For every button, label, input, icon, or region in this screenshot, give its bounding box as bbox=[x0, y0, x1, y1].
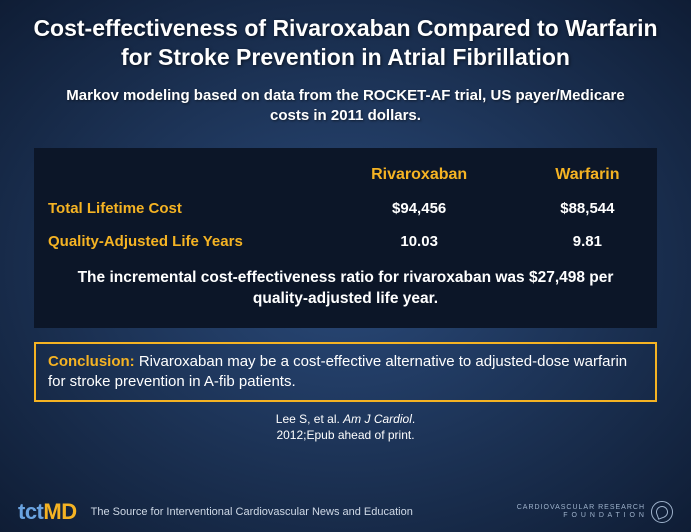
cell-value: $88,544 bbox=[518, 192, 657, 225]
conclusion-text: Rivaroxaban may be a cost-effective alte… bbox=[48, 353, 627, 390]
slide-subtitle: Markov modeling based on data from the R… bbox=[0, 80, 691, 141]
data-table-container: Rivaroxaban Warfarin Total Lifetime Cost… bbox=[34, 148, 657, 328]
cell-value: $94,456 bbox=[321, 192, 518, 225]
logo-md: MD bbox=[43, 499, 76, 524]
table-row: Total Lifetime Cost $94,456 $88,544 bbox=[34, 192, 657, 225]
crf-text: CARDIOVASCULAR RESEARCH F O U N D A T I … bbox=[517, 504, 645, 521]
footer: tctMD The Source for Interventional Card… bbox=[0, 492, 691, 532]
row-label: Quality-Adjusted Life Years bbox=[34, 225, 321, 258]
crf-line1: CARDIOVASCULAR RESEARCH bbox=[517, 504, 645, 512]
conclusion-label: Conclusion: bbox=[48, 353, 135, 370]
cell-value: 9.81 bbox=[518, 225, 657, 258]
logo-tct: tct bbox=[18, 499, 43, 524]
crf-line2: F O U N D A T I O N bbox=[517, 512, 645, 520]
cell-value: 10.03 bbox=[321, 225, 518, 258]
header-rivaroxaban: Rivaroxaban bbox=[321, 158, 518, 192]
header-blank bbox=[34, 158, 321, 192]
citation-journal: Am J Cardiol bbox=[343, 412, 412, 426]
slide-title: Cost-effectiveness of Rivaroxaban Compar… bbox=[0, 0, 691, 80]
conclusion-box: Conclusion: Rivaroxaban may be a cost-ef… bbox=[34, 342, 657, 403]
citation-year: 2012;Epub ahead of print. bbox=[276, 428, 414, 442]
citation-punct: . bbox=[412, 412, 415, 426]
citation-authors: Lee S, et al. bbox=[276, 412, 343, 426]
header-warfarin: Warfarin bbox=[518, 158, 657, 192]
row-label: Total Lifetime Cost bbox=[34, 192, 321, 225]
table-row: Quality-Adjusted Life Years 10.03 9.81 bbox=[34, 225, 657, 258]
citation: Lee S, et al. Am J Cardiol. 2012;Epub ah… bbox=[0, 402, 691, 443]
crf-block: CARDIOVASCULAR RESEARCH F O U N D A T I … bbox=[517, 501, 691, 523]
tctmd-logo: tctMD bbox=[0, 499, 77, 525]
crf-icon bbox=[651, 501, 673, 523]
cost-table: Rivaroxaban Warfarin Total Lifetime Cost… bbox=[34, 158, 657, 258]
footer-tagline: The Source for Interventional Cardiovasc… bbox=[77, 506, 413, 518]
incremental-ratio-text: The incremental cost-effectiveness ratio… bbox=[34, 258, 657, 314]
